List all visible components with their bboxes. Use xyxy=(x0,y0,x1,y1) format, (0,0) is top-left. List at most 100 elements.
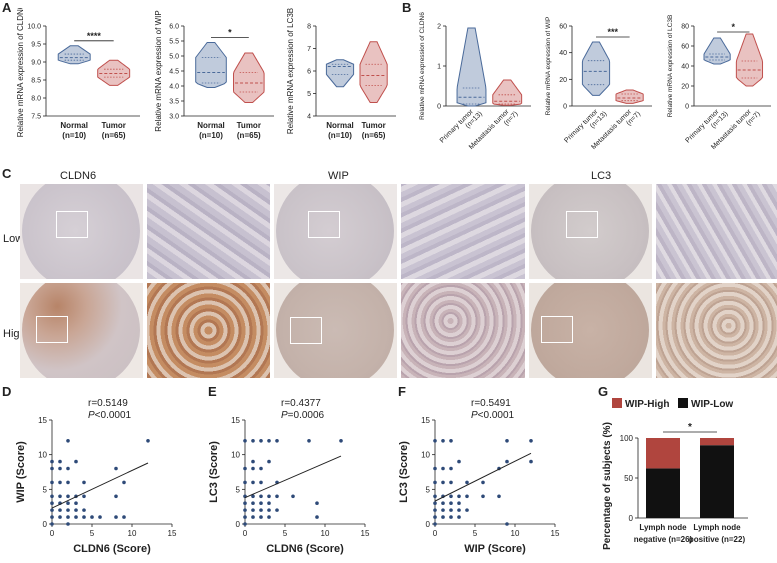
data-point xyxy=(441,508,445,512)
x-axis-label: CLDN6 (Score) xyxy=(266,543,344,555)
x-tick-label: Tumor xyxy=(102,121,126,130)
data-point xyxy=(315,515,319,519)
x-tick-label: (n=10) xyxy=(62,131,86,140)
p-value: P<0.0001 xyxy=(471,410,515,421)
data-point xyxy=(339,439,343,443)
y-tick-label: 15 xyxy=(231,416,240,425)
data-point xyxy=(449,515,453,519)
y-tick-label: 100 xyxy=(620,434,634,443)
y-tick-label: 10 xyxy=(231,451,240,460)
data-point xyxy=(259,501,263,505)
y-tick-label: 1 xyxy=(437,64,441,71)
y-tick-label: 80 xyxy=(681,24,689,31)
y-axis-label: Relative mRNA expression of CLDN6 xyxy=(419,12,426,120)
data-point xyxy=(433,522,437,526)
y-tick-label: 3.5 xyxy=(169,99,179,106)
x-tick-label: Lymph node xyxy=(693,523,741,532)
x-tick-label: Tumor xyxy=(237,121,261,130)
x-tick-label: (n=10) xyxy=(199,131,223,140)
violin-shape xyxy=(359,41,388,103)
significance-label: *** xyxy=(608,27,619,37)
x-tick-label: (n=65) xyxy=(237,131,261,140)
y-axis-label: Relative mRNA expression of LC3B xyxy=(667,15,674,118)
data-point xyxy=(243,501,247,505)
y-tick-label: 10.0 xyxy=(27,24,41,31)
violin-shape xyxy=(703,37,731,65)
y-tick-label: 5.0 xyxy=(169,54,179,61)
data-point xyxy=(243,480,247,485)
data-point xyxy=(465,508,469,512)
cldn6-high-overview xyxy=(20,283,143,378)
legend-swatch xyxy=(678,398,688,408)
x-tick-label: 0 xyxy=(433,529,438,538)
data-point xyxy=(529,459,533,464)
data-point xyxy=(441,480,445,485)
data-point xyxy=(66,439,70,443)
col-label-wip: WIP xyxy=(328,170,349,182)
data-point xyxy=(441,439,445,443)
significance-label: * xyxy=(228,28,232,38)
y-tick-label: 4.5 xyxy=(169,69,179,76)
data-point xyxy=(50,515,54,519)
p-value-text: <0.0001 xyxy=(95,410,132,421)
data-point xyxy=(82,508,86,512)
x-tick-label: Normal xyxy=(197,121,225,130)
row-label-high: High xyxy=(3,328,26,340)
data-point xyxy=(275,439,279,443)
cldn6-low-zoom xyxy=(147,184,270,279)
wip-low-zoom xyxy=(401,184,525,279)
regression-line xyxy=(244,455,342,499)
data-point xyxy=(66,508,70,512)
significance-label: * xyxy=(688,422,692,433)
y-tick-label: 6 xyxy=(307,69,311,76)
p-value: P=0.0006 xyxy=(281,410,325,421)
lc3-high-zoom xyxy=(656,283,777,378)
cldn6-low-overview xyxy=(20,184,143,279)
y-tick-label: 0 xyxy=(426,520,431,529)
data-point xyxy=(505,522,509,526)
data-point xyxy=(58,466,62,471)
data-point xyxy=(82,494,86,499)
x-tick-label: 5 xyxy=(473,529,478,538)
y-axis-label: Percentage of subjects (%) xyxy=(602,422,613,550)
x-tick-label: Normal xyxy=(60,121,88,130)
violin-shape xyxy=(97,59,131,86)
data-point xyxy=(497,494,501,499)
lc3-high-overview xyxy=(529,283,652,378)
data-point xyxy=(267,508,271,512)
data-point xyxy=(457,508,461,512)
row-label-low: Low xyxy=(3,233,24,245)
data-point xyxy=(243,439,247,443)
x-tick-label: 0 xyxy=(243,529,248,538)
panel-letter-g: G xyxy=(598,384,609,399)
data-point xyxy=(146,439,150,443)
violin-shape xyxy=(735,33,764,87)
x-tick-label: (n=65) xyxy=(102,131,126,140)
violin-chart-b3: Relative mRNA expression of LC3B 0 20 40 60 8… xyxy=(667,15,771,151)
data-point xyxy=(251,508,255,512)
data-point xyxy=(457,459,461,464)
x-tick-label: 10 xyxy=(321,529,330,538)
legend-label: WIP-High xyxy=(625,399,669,410)
panel-letter-c: C xyxy=(2,166,12,181)
data-point xyxy=(66,494,70,499)
data-point xyxy=(433,494,437,499)
legend-swatch xyxy=(612,398,622,408)
data-point xyxy=(505,459,509,464)
y-tick-label: 15 xyxy=(38,416,47,425)
data-point xyxy=(291,494,295,499)
x-tick-label: 5 xyxy=(90,529,95,538)
data-point xyxy=(275,494,279,499)
data-point xyxy=(82,480,86,485)
violin-shape xyxy=(57,45,91,65)
y-tick-label: 40 xyxy=(681,64,689,71)
data-point xyxy=(243,515,247,519)
x-tick-label: (n=10) xyxy=(328,131,352,140)
data-point xyxy=(465,480,469,485)
data-point xyxy=(529,439,533,443)
data-point xyxy=(50,494,54,499)
violin-shape xyxy=(456,27,487,107)
panel-letter-e: E xyxy=(208,384,217,399)
